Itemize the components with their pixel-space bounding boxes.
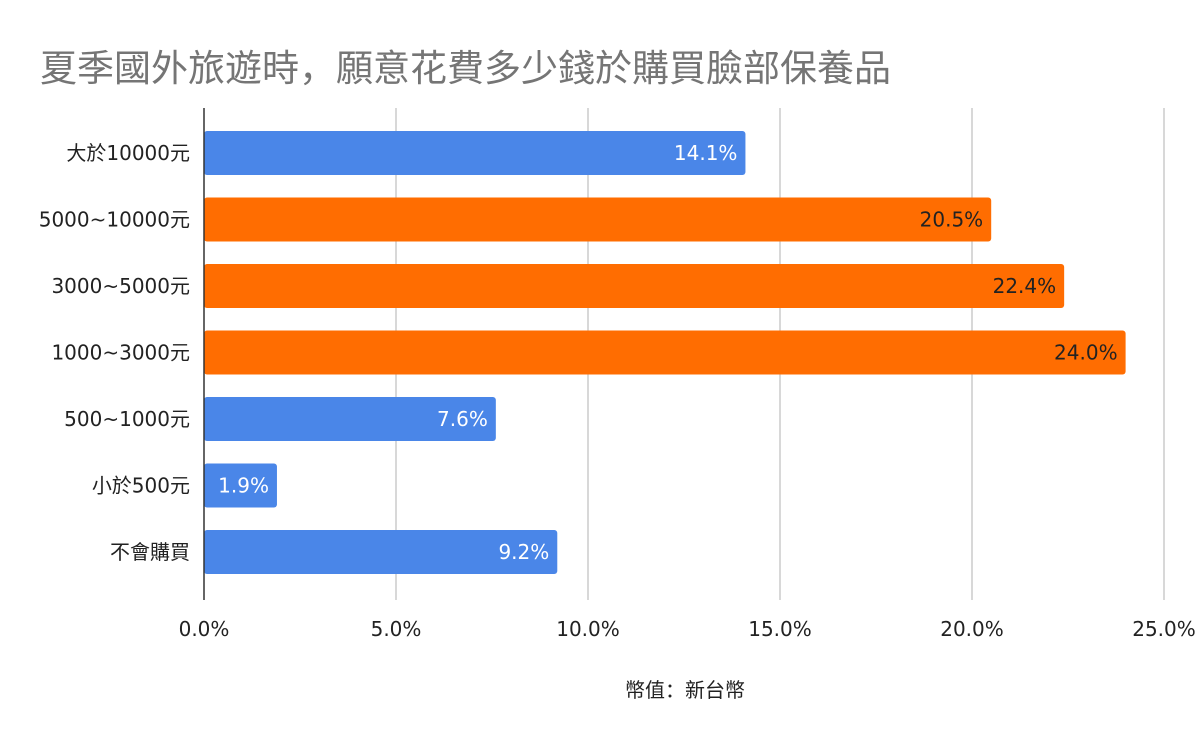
category-label: 500~1000元 [64, 407, 190, 431]
data-label: 22.4% [993, 274, 1057, 298]
data-label: 7.6% [437, 407, 488, 431]
data-label: 1.9% [218, 474, 269, 498]
chart-title: 夏季國外旅遊時，願意花費多少錢於購買臉部保養品 [40, 47, 891, 90]
category-label: 小於500元 [92, 474, 190, 498]
bar [204, 264, 1065, 308]
labels: 0.0% 5.0% 10.0% 15.0% 20.0% 25.0% 大於10000元 14.1… [39, 141, 1196, 641]
category-label: 大於10000元 [66, 141, 190, 165]
bars [204, 131, 1126, 574]
category-label: 1000~3000元 [51, 341, 190, 365]
x-tick-label: 0.0% [179, 617, 230, 641]
x-tick-label: 25.0% [1132, 617, 1196, 641]
bar [204, 330, 1126, 375]
category-label: 不會購買 [110, 540, 190, 564]
x-axis-title: 幣值：新台幣 [625, 678, 745, 702]
data-label: 9.2% [498, 540, 549, 564]
x-tick-label: 20.0% [940, 617, 1004, 641]
data-label: 14.1% [674, 141, 738, 165]
data-label: 24.0% [1054, 341, 1118, 365]
category-label: 5000~10000元 [39, 208, 190, 232]
bar [204, 197, 992, 242]
category-label: 3000~5000元 [51, 274, 190, 298]
bar [204, 397, 496, 441]
bar [204, 463, 277, 508]
x-tick-label: 15.0% [748, 617, 812, 641]
bar [204, 131, 746, 175]
x-tick-label: 10.0% [556, 617, 620, 641]
x-tick-label: 5.0% [371, 617, 422, 641]
bar [204, 530, 558, 574]
data-label: 20.5% [920, 208, 984, 232]
